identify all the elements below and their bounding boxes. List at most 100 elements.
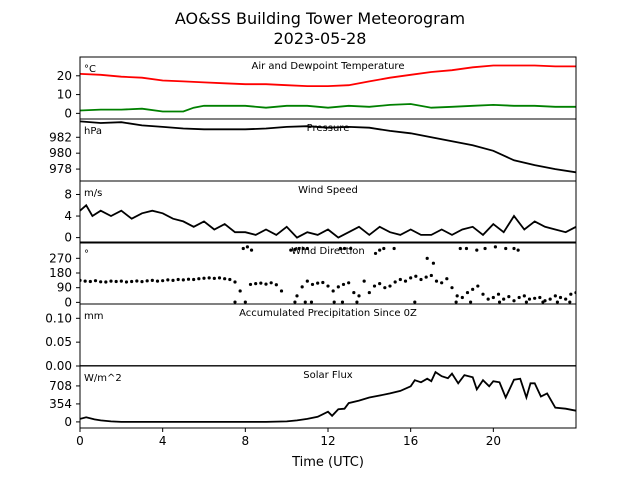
y-tick-label: 982 bbox=[49, 130, 72, 144]
data-point bbox=[362, 279, 366, 283]
x-tick-label: 4 bbox=[159, 434, 167, 448]
data-point bbox=[569, 292, 573, 296]
panel-title: Solar Flux bbox=[303, 370, 353, 381]
data-point bbox=[279, 289, 284, 293]
data-point bbox=[464, 246, 469, 251]
data-point bbox=[378, 248, 382, 252]
data-point bbox=[301, 246, 305, 251]
data-point bbox=[336, 285, 340, 289]
y-tick-label: 978 bbox=[49, 162, 72, 176]
data-point bbox=[342, 246, 347, 251]
data-point bbox=[297, 246, 301, 251]
y-tick-label: 0.00 bbox=[45, 359, 72, 373]
series-line-pressure-0 bbox=[80, 120, 576, 174]
x-tick-label: 16 bbox=[403, 434, 418, 448]
y-tick-label: 980 bbox=[49, 146, 72, 160]
x-tick-label: 8 bbox=[242, 434, 250, 448]
data-point bbox=[166, 278, 170, 282]
data-point bbox=[341, 282, 346, 287]
data-point bbox=[241, 246, 245, 251]
data-point bbox=[524, 300, 529, 304]
data-point bbox=[434, 279, 439, 283]
panel-frame bbox=[79, 180, 577, 244]
y-tick-label: 0 bbox=[64, 231, 72, 245]
data-point bbox=[259, 281, 263, 285]
data-point bbox=[469, 300, 473, 304]
data-point bbox=[303, 300, 307, 304]
panel-unit: mm bbox=[84, 311, 103, 322]
data-point bbox=[349, 246, 353, 251]
data-point bbox=[522, 294, 526, 298]
data-point bbox=[493, 245, 497, 249]
data-point bbox=[249, 248, 254, 252]
data-point bbox=[533, 296, 537, 300]
data-point bbox=[119, 279, 123, 283]
data-point bbox=[331, 289, 335, 293]
data-point bbox=[491, 295, 495, 300]
data-point bbox=[548, 297, 552, 301]
x-tick-label: 0 bbox=[76, 434, 84, 448]
data-point bbox=[413, 300, 417, 304]
data-point bbox=[88, 279, 92, 284]
data-point bbox=[465, 290, 470, 295]
panel-pressure: 978 980 982 Pressure hPa bbox=[49, 118, 577, 182]
data-point bbox=[254, 282, 258, 286]
data-point bbox=[248, 282, 253, 287]
data-point bbox=[496, 292, 501, 296]
data-point bbox=[192, 277, 196, 282]
data-point bbox=[176, 277, 180, 282]
data-point bbox=[243, 300, 247, 304]
data-point bbox=[568, 300, 572, 304]
data-point bbox=[355, 300, 359, 304]
data-point bbox=[454, 300, 458, 304]
data-point bbox=[212, 276, 216, 280]
y-tick-label: 270 bbox=[49, 251, 72, 265]
data-point bbox=[300, 285, 304, 289]
x-tick-label: 20 bbox=[486, 434, 501, 448]
data-point bbox=[295, 294, 299, 298]
panel-precip: 0.00 0.05 0.10 Accumulated Precipitation Si… bbox=[45, 303, 577, 373]
data-point bbox=[264, 282, 268, 286]
data-point bbox=[475, 248, 479, 252]
data-point bbox=[104, 280, 108, 284]
y-tick-label: 0 bbox=[64, 106, 72, 120]
data-point bbox=[431, 261, 435, 265]
data-point bbox=[564, 297, 568, 301]
data-point bbox=[502, 297, 506, 301]
data-point bbox=[197, 277, 201, 281]
data-point bbox=[541, 300, 545, 304]
data-point bbox=[555, 300, 560, 304]
series-line-temp-0 bbox=[80, 64, 576, 87]
data-point bbox=[512, 299, 516, 303]
data-point bbox=[150, 278, 154, 282]
data-point bbox=[217, 276, 222, 280]
data-point bbox=[378, 282, 382, 286]
panel-title: Pressure bbox=[307, 123, 350, 134]
data-point bbox=[233, 280, 237, 284]
series-wind_dir bbox=[80, 245, 576, 304]
data-point bbox=[476, 284, 480, 288]
data-point bbox=[310, 282, 315, 287]
panel-unit: hPa bbox=[84, 126, 102, 137]
data-point bbox=[483, 246, 487, 251]
data-point bbox=[445, 277, 449, 281]
data-point bbox=[238, 289, 242, 293]
data-point bbox=[309, 300, 314, 304]
panel-title: Air and Dewpoint Temperature bbox=[252, 61, 405, 72]
data-point bbox=[507, 295, 511, 299]
data-point bbox=[140, 280, 144, 284]
data-point bbox=[425, 256, 429, 260]
data-point bbox=[429, 273, 433, 278]
data-point bbox=[114, 279, 118, 284]
panel-unit: ° bbox=[84, 249, 89, 260]
data-point bbox=[403, 279, 408, 283]
y-tick-label: 708 bbox=[49, 379, 72, 393]
figure-date: 2023-05-28 bbox=[274, 29, 367, 48]
data-point bbox=[269, 281, 273, 285]
y-tick-label: 90 bbox=[57, 281, 72, 295]
data-point bbox=[414, 274, 418, 278]
data-point bbox=[458, 246, 462, 251]
data-point bbox=[289, 248, 293, 252]
